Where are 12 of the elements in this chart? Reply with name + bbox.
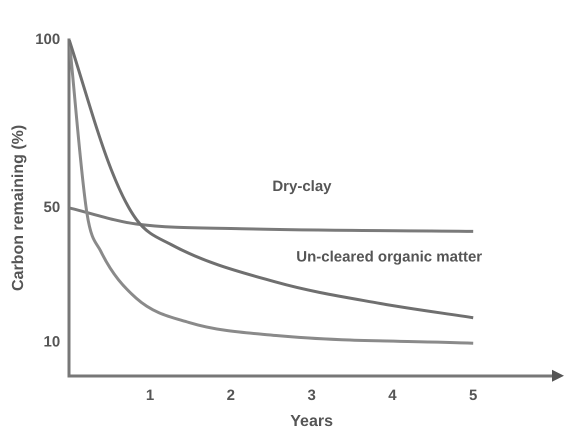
annotation: Dry-clay [272, 178, 332, 196]
x-axis-title: Years [290, 412, 334, 430]
annotation: Un-cleared organic matter [296, 248, 482, 266]
y-axis-title: Carbon remaining (%) [10, 124, 28, 292]
y-tick-label: 50 [44, 199, 60, 216]
y-tick-label: 100 [35, 31, 60, 48]
x-tick-label: 4 [388, 386, 398, 404]
x-tick-label: 3 [307, 386, 316, 404]
x-tick-label: 1 [146, 386, 154, 404]
y-tick-label: 10 [44, 333, 60, 350]
x-tick-label: 2 [226, 386, 235, 404]
x-tick-label: 5 [469, 386, 478, 404]
